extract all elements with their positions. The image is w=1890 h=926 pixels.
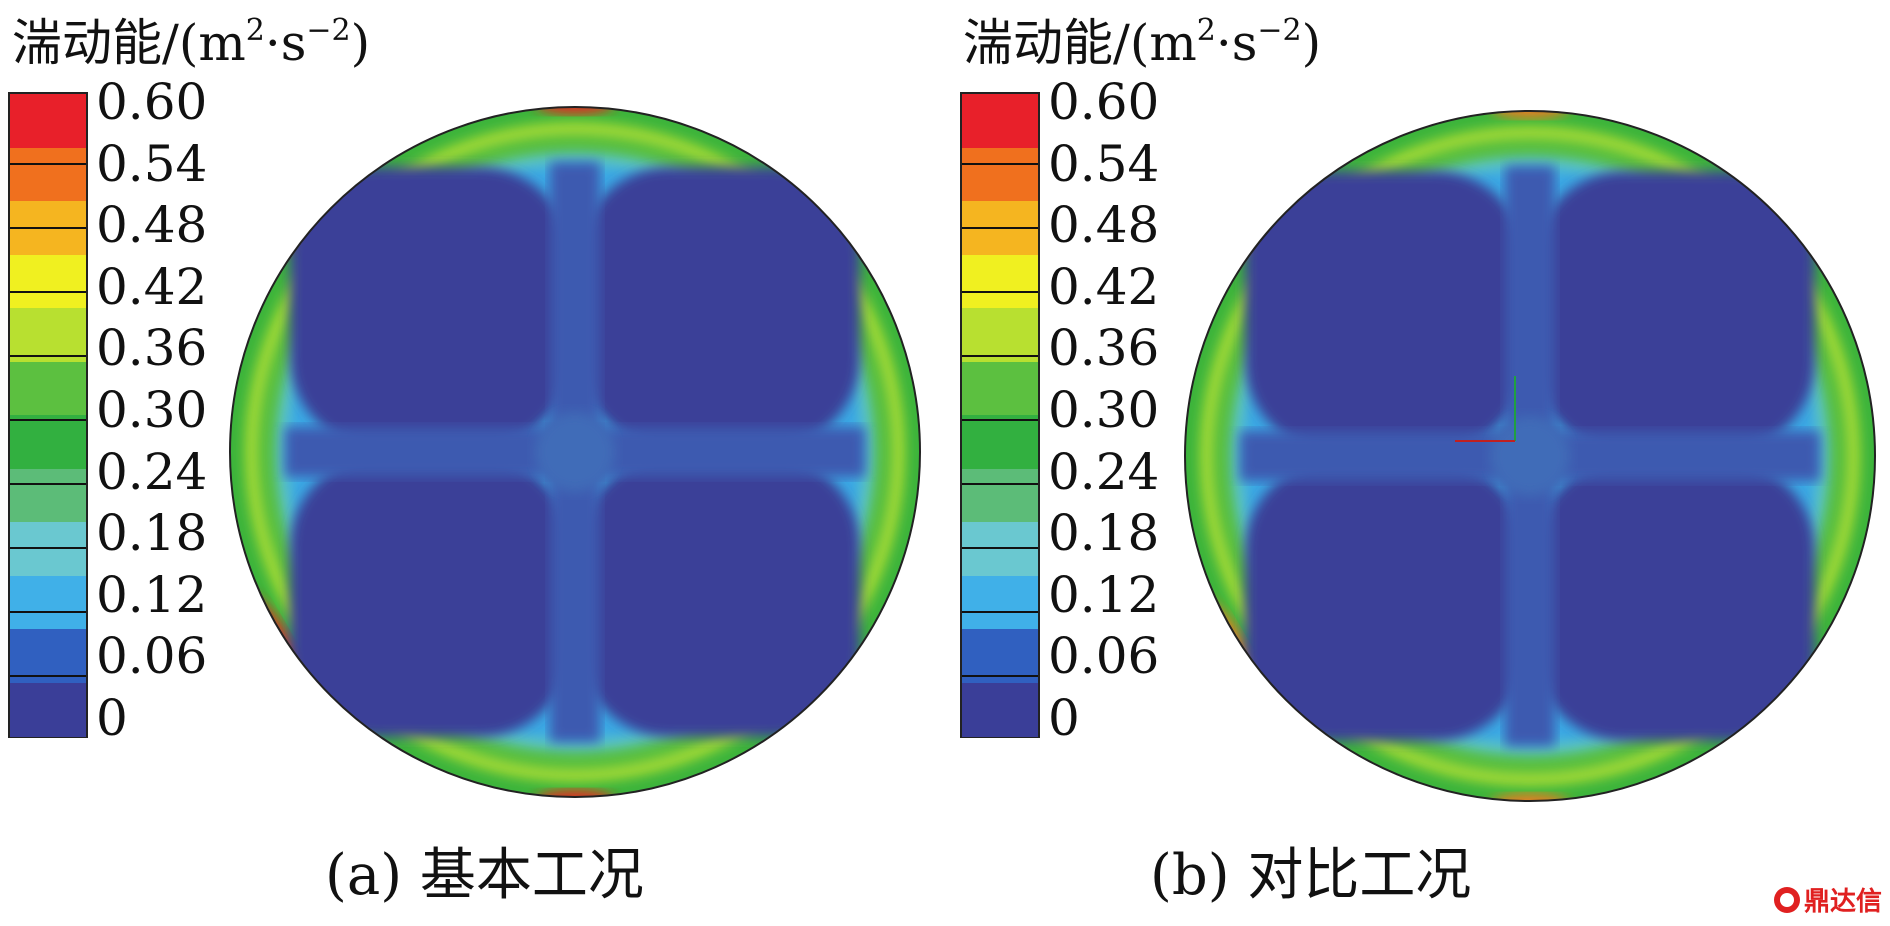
colorbar-tick-line: [962, 483, 1038, 485]
colorbar-band: [10, 361, 86, 416]
colorbar-band: [962, 575, 1038, 630]
colorbar-tick-line: [10, 419, 86, 421]
contour-lobe: [1535, 171, 1815, 451]
contour-lobe: [1245, 461, 1525, 741]
colorbar-tick-line: [10, 483, 86, 485]
colorbar-tick-line: [10, 355, 86, 357]
colorbar-tick-label: 0.36: [1048, 319, 1160, 378]
colorbar-tick-label: 0.48: [1048, 196, 1160, 255]
colorbar-title-sup: −2: [306, 13, 351, 48]
panel-b: 湍动能/(m2·s−2) 0.60 0.54 0.48 0.42 0.36 0.30 0.2…: [945, 0, 1890, 926]
colorbar-title-mid: ·s: [264, 14, 307, 72]
colorbar-title: 湍动能/(m2·s−2): [963, 13, 1321, 69]
contour-lobe: [580, 167, 860, 447]
colorbar-tick-label: 0.18: [1048, 504, 1160, 563]
colorbar-tick-line: [962, 163, 1038, 165]
colorbar-band: [962, 415, 1038, 470]
colorbar-band: [10, 629, 86, 684]
contour-lobe: [580, 457, 860, 737]
tke-contour-plot: [229, 106, 921, 798]
colorbar-band: [962, 147, 1038, 202]
colorbar-tick-label: 0.36: [96, 319, 208, 378]
colorbar-tick-line: [962, 547, 1038, 549]
contour-lobe: [1535, 461, 1815, 741]
colorbar-tick-line: [962, 227, 1038, 229]
logo-mark-icon: [1773, 886, 1800, 913]
contour-lobe: [290, 167, 570, 447]
colorbar-title-end: ): [1301, 14, 1322, 72]
panel-caption: (b) 对比工况: [1150, 843, 1472, 908]
panel-a: 湍动能/(m2·s−2) 0.60 0.54 0.48 0.42 0.36 0.30 0.2…: [8, 13, 921, 908]
colorbar-tick-label: 0.12: [96, 565, 208, 624]
colorbar-tick-label: 0.06: [1048, 627, 1160, 686]
colorbar-tick-line: [962, 675, 1038, 677]
contour-center: [535, 412, 615, 492]
watermark-logo: 鼎达信: [1773, 881, 1882, 918]
colorbar-tick-label: 0.30: [1048, 381, 1160, 439]
colorbar-tick-line: [10, 547, 86, 549]
domain-boundary: [1184, 110, 1876, 802]
colorbar-tick-label: 0.30: [96, 381, 208, 439]
colorbar-title-end: ): [350, 14, 371, 72]
colorbar-tick-label: 0.48: [96, 196, 208, 255]
colorbar-band: [962, 361, 1038, 416]
colorbar-tick-line: [10, 163, 86, 165]
colorbar: [960, 92, 1040, 738]
contour-field: [1185, 111, 1875, 801]
colorbar-tick-line: [10, 227, 86, 229]
colorbar-tick-label: 0.42: [96, 257, 208, 316]
colorbar-band: [962, 522, 1038, 577]
colorbar-title-sup: 2: [1196, 13, 1216, 48]
colorbar-band: [10, 522, 86, 577]
colorbar-title-mid: ·s: [1215, 14, 1258, 72]
colorbar-band: [962, 94, 1038, 149]
watermark-text: 鼎达信: [1803, 887, 1882, 917]
contour-field: [230, 107, 920, 797]
colorbar-band: [10, 308, 86, 363]
colorbar-title-sup: −2: [1257, 13, 1302, 48]
colorbar-title: 湍动能/(m2·s−2): [12, 13, 370, 69]
colorbar-tick-line: [10, 675, 86, 677]
contour-lobe: [290, 457, 570, 737]
colorbar-tick-line: [10, 611, 86, 613]
panel-caption: (a) 基本工况: [325, 843, 644, 908]
contour-lobe: [1245, 171, 1525, 451]
colorbar-tick-label: 0: [96, 689, 128, 747]
colorbar-band: [962, 682, 1038, 737]
colorbar-band: [10, 575, 86, 630]
colorbar-band: [962, 308, 1038, 363]
colorbar-tick-label: 0.60: [96, 73, 208, 131]
colorbar-tick-label: 0.06: [96, 627, 208, 686]
colorbar-band: [10, 415, 86, 470]
colorbar-tick-label: 0.42: [1048, 257, 1160, 316]
colorbar-tick-line: [962, 419, 1038, 421]
colorbar-tick-line: [10, 291, 86, 293]
colorbar-tick-label: 0.24: [1048, 442, 1160, 501]
colorbar-band: [962, 254, 1038, 309]
tke-contour-plot: [1184, 110, 1876, 802]
colorbar-title-sup: 2: [245, 13, 265, 48]
colorbar-tick-label: 0.54: [1048, 134, 1160, 193]
colorbar-band: [10, 682, 86, 737]
colorbar-tick-label: 0.60: [1048, 73, 1160, 131]
colorbar-tick-line: [962, 611, 1038, 613]
colorbar-band: [962, 629, 1038, 684]
colorbar-title-text: 湍动能/(m: [963, 14, 1197, 72]
colorbar-band: [10, 94, 86, 149]
contour-center: [1490, 416, 1570, 496]
colorbar-tick-line: [962, 291, 1038, 293]
domain-boundary: [229, 106, 921, 798]
colorbar: [8, 92, 88, 738]
colorbar-band: [10, 147, 86, 202]
colorbar-tick-label: 0.54: [96, 134, 208, 193]
colorbar-band: [10, 468, 86, 523]
colorbar-tick-line: [962, 355, 1038, 357]
colorbar-tick-label: 0.24: [96, 442, 208, 501]
colorbar-title-text: 湍动能/(m: [12, 14, 246, 72]
colorbar-tick-label: 0: [1048, 689, 1080, 747]
colorbar-tick-label: 0.18: [96, 504, 208, 563]
colorbar-band: [962, 468, 1038, 523]
colorbar-band: [10, 254, 86, 309]
colorbar-tick-label: 0.12: [1048, 565, 1160, 624]
